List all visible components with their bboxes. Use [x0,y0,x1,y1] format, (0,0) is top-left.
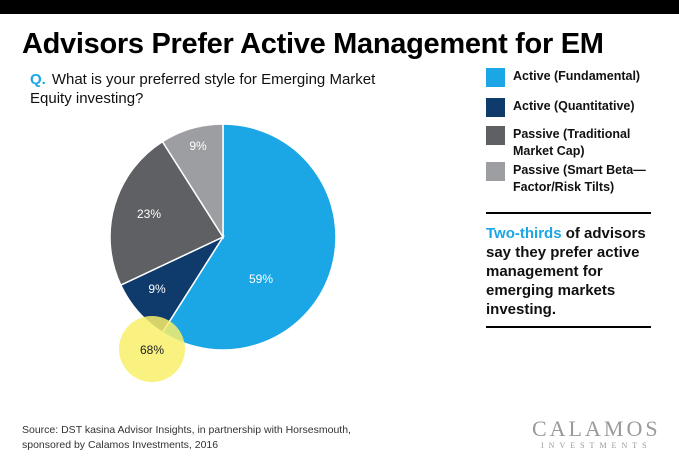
question: Q. What is your preferred style for Emerg… [30,70,390,108]
pie-slice-active-fundamental [161,123,337,351]
logo-sub: INVESTMENTS [541,441,652,450]
question-prefix: Q. [30,71,46,88]
divider [486,212,651,214]
calamos-logo: CALAMOS INVESTMENTS [532,418,661,452]
top-bar [0,0,679,14]
callout-highlight: Two-thirds [486,225,562,242]
pie-slice-label: 23% [137,207,161,221]
legend-swatch [486,126,505,145]
pie-slice-passive-traditional-market-cap [109,140,225,287]
highlight-label: 68% [140,343,164,357]
legend-swatch [486,98,505,117]
callout-text: of advisors say they prefer active manag… [486,225,646,318]
legend-label: Passive (Traditional Market Cap) [513,127,631,158]
pie-slice-label: 9% [148,282,166,296]
divider [486,326,651,328]
legend-swatch [486,68,505,87]
chart-title: Advisors Prefer Active Management for EM [22,28,604,60]
legend-label: Active (Fundamental) [513,69,641,83]
pie-slice-passive-smart-beta-factor-risk-tilts [161,123,224,240]
legend-label: Active (Quantitative) [513,99,635,113]
callout: Two-thirds of advisors say they prefer a… [486,224,656,319]
question-text: What is your preferred style for Emergin… [30,71,376,107]
logo-main: CALAMOS [532,416,661,441]
legend-swatch [486,162,505,181]
highlight-circle [119,316,185,382]
pie-slice-label: 9% [189,139,207,153]
legend-label: Passive (Smart Beta— Factor/Risk Tilts) [513,163,646,194]
pie-slice-label: 59% [249,272,273,286]
source-note: Source: DST kasina Advisor Insights, in … [22,424,351,451]
